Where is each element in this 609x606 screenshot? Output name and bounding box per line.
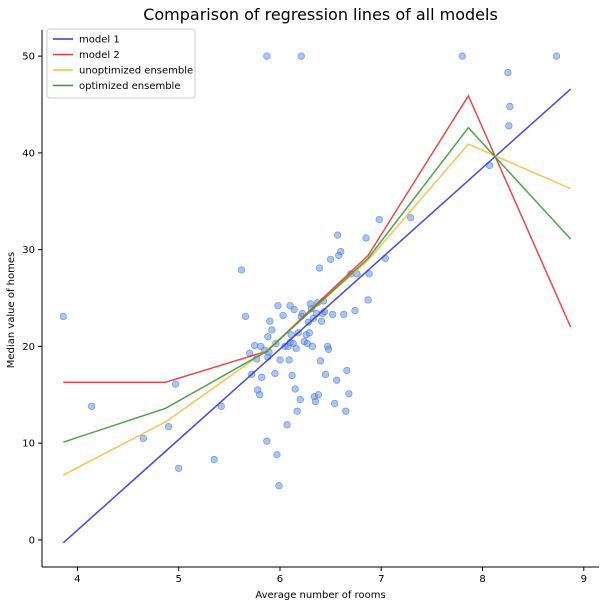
x-tick-label: 6	[277, 574, 283, 585]
x-tick-label: 4	[74, 574, 80, 585]
data-point	[340, 310, 348, 319]
data-point	[288, 371, 296, 380]
data-point	[139, 434, 147, 442]
data-point	[304, 318, 312, 326]
x-tick-label: 7	[378, 574, 384, 585]
data-point	[505, 122, 513, 130]
data-point	[407, 214, 415, 222]
x-axis-label: Average number of rooms	[255, 590, 385, 601]
data-point	[351, 306, 359, 315]
legend-label: model 1	[79, 35, 120, 46]
axes: 4 5 6 7 8 9 0 10 20 30 40 50	[22, 30, 599, 585]
data-point	[329, 310, 337, 319]
data-point	[293, 407, 301, 415]
regression-lines	[62, 88, 572, 544]
data-point	[337, 247, 345, 256]
data-point	[327, 255, 335, 263]
data-point	[334, 231, 342, 239]
y-tick-label: 30	[22, 245, 35, 256]
x-tick-label: 8	[479, 574, 485, 585]
data-point	[268, 326, 276, 334]
data-point	[321, 370, 330, 379]
data-point	[217, 402, 225, 410]
scatter-points	[59, 52, 561, 490]
data-point	[343, 366, 351, 375]
data-point	[342, 407, 350, 415]
data-point	[375, 216, 383, 224]
data-point	[241, 312, 250, 321]
data-point	[237, 266, 246, 274]
data-point	[315, 264, 324, 272]
data-point	[291, 385, 299, 393]
series-line-3	[62, 143, 571, 476]
y-tick-label: 10	[22, 439, 35, 450]
data-point	[172, 380, 180, 388]
data-point	[297, 52, 305, 60]
data-point	[325, 345, 333, 353]
y-axis-label: Median value of homes	[6, 252, 17, 368]
data-point	[273, 451, 281, 459]
data-point	[276, 356, 284, 364]
data-point	[263, 52, 271, 60]
data-point	[263, 437, 271, 445]
series-line-4	[63, 126, 572, 443]
y-tick-label: 20	[22, 342, 35, 353]
data-point	[274, 302, 282, 310]
data-point	[264, 333, 272, 341]
data-point	[365, 270, 373, 278]
data-point	[210, 456, 218, 464]
legend-box	[46, 28, 196, 99]
data-point	[275, 482, 283, 490]
data-point	[333, 376, 341, 384]
data-point	[290, 306, 298, 314]
data-point	[458, 52, 466, 60]
data-point	[164, 423, 173, 431]
data-point	[283, 421, 291, 429]
x-tick-label: 5	[176, 574, 182, 585]
data-point	[266, 317, 274, 325]
data-point	[251, 341, 259, 350]
data-point	[364, 296, 372, 304]
data-point	[285, 356, 293, 364]
legend-label: model 2	[79, 50, 120, 61]
data-point	[175, 464, 183, 472]
y-tick-label: 40	[22, 148, 35, 159]
data-point	[258, 373, 266, 381]
data-point	[279, 311, 287, 320]
data-point	[504, 68, 512, 77]
data-point	[316, 357, 325, 365]
data-point	[308, 342, 317, 350]
chart-title: Comparison of regression lines of all mo…	[143, 5, 498, 24]
x-tick-label: 9	[581, 574, 587, 585]
data-point	[296, 396, 304, 404]
data-point	[256, 391, 264, 399]
data-point	[305, 329, 313, 337]
data-point	[331, 399, 339, 408]
data-point	[317, 317, 326, 325]
legend-label: optimized ensemble	[79, 81, 180, 92]
data-point	[506, 102, 514, 111]
series-line-2	[63, 94, 572, 383]
data-point	[88, 402, 96, 410]
series-line-1	[62, 88, 572, 544]
y-tick-label: 0	[29, 535, 35, 546]
data-point	[314, 391, 323, 399]
data-point	[311, 397, 320, 406]
data-point	[59, 312, 67, 321]
data-point	[292, 344, 300, 352]
data-point	[345, 390, 353, 398]
data-point	[271, 369, 279, 378]
data-point	[552, 52, 561, 60]
data-point	[362, 234, 370, 242]
legend: model 1 model 2 unoptimized ensemble optimi…	[46, 28, 196, 99]
y-tick-label: 50	[22, 52, 35, 63]
legend-label: unoptimized ensemble	[79, 66, 193, 77]
